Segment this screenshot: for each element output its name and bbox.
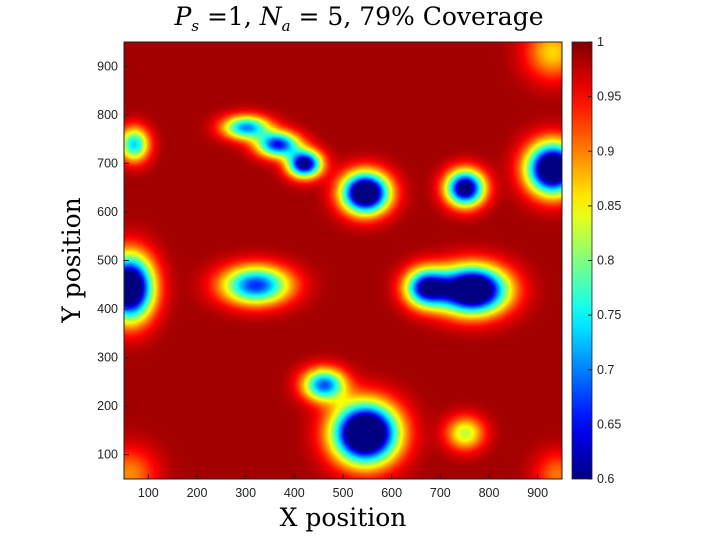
x-tick-label: 200 [187, 486, 208, 500]
colorbar-tick-label: 0.7 [597, 363, 614, 377]
y-axis-label: Y position [57, 197, 86, 324]
colorbar-tick-label: 1 [597, 35, 604, 49]
y-tick-label: 600 [97, 205, 118, 219]
colorbar-ticks: 0.6 0.65 0.7 0.75 0.8 0.85 0.9 0.95 1 [588, 35, 621, 486]
colorbar-tick-label: 0.8 [597, 254, 614, 268]
colorbar [572, 42, 592, 479]
x-tick-label: 600 [381, 486, 402, 500]
x-tick-label: 300 [235, 486, 256, 500]
colorbar-tick-label: 0.75 [597, 308, 621, 322]
x-tick-label: 700 [430, 486, 451, 500]
x-tick-label: 900 [527, 486, 548, 500]
y-tick-label: 200 [97, 399, 118, 413]
x-tick-label: 800 [479, 486, 500, 500]
x-tick-label: 400 [284, 486, 305, 500]
colorbar-tick-label: 0.9 [597, 144, 614, 158]
colorbar-tick-label: 0.6 [597, 472, 614, 486]
y-tick-label: 400 [97, 302, 118, 316]
x-axis-ticks: 100 200 300 400 500 600 700 800 900 [138, 474, 548, 500]
chart-title: Ps =1, Na = 5, 79% Coverage [174, 2, 544, 35]
y-axis-ticks: 100 200 300 400 500 600 700 800 900 [97, 59, 129, 462]
y-tick-label: 100 [97, 448, 118, 462]
x-tick-label: 500 [333, 486, 354, 500]
heatmap-plot-area [124, 42, 562, 479]
colorbar-tick-label: 0.65 [597, 417, 621, 431]
y-tick-label: 500 [97, 254, 118, 268]
y-tick-label: 700 [97, 156, 118, 170]
y-tick-label: 900 [97, 59, 118, 73]
y-tick-label: 800 [97, 108, 118, 122]
colorbar-tick-label: 0.95 [597, 90, 621, 104]
x-axis-label: X position [280, 503, 407, 532]
x-tick-label: 100 [138, 486, 159, 500]
y-tick-label: 300 [97, 351, 118, 365]
colorbar-tick-label: 0.85 [597, 199, 621, 213]
